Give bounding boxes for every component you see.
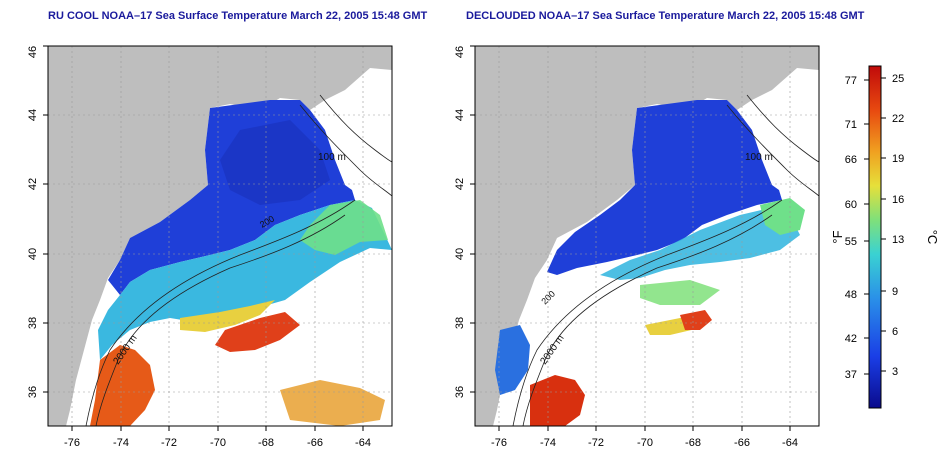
- right-ytick: 44: [454, 109, 466, 121]
- colorbar-f-tick: 48: [845, 289, 857, 301]
- left-xtick: -68: [258, 437, 274, 449]
- colorbar-c-tick: 19: [892, 153, 904, 165]
- left-xtick: -66: [307, 437, 323, 449]
- left-gulf-stream-south: [90, 345, 155, 426]
- right-xtick: -72: [588, 437, 604, 449]
- right-map: 100 m 200 2000 m: [475, 46, 819, 426]
- left-gulf-stream: [215, 312, 300, 352]
- left-map: 100 m 200 2000 m: [48, 46, 392, 426]
- right-xtick: -68: [685, 437, 701, 449]
- left-y-axis: [43, 45, 48, 393]
- left-grid: [48, 46, 392, 426]
- right-land: [475, 46, 819, 426]
- left-contour-100m: 100 m: [318, 152, 346, 163]
- left-ytick: 40: [27, 248, 39, 260]
- colorbar-f-tick: 66: [845, 154, 857, 166]
- right-ytick: 36: [454, 386, 466, 398]
- colorbar-c-tick: 22: [892, 113, 904, 125]
- right-contour-100m: 100 m: [745, 152, 773, 163]
- right-panel-title: DECLOUDED NOAA–17 Sea Surface Temperatur…: [466, 10, 865, 22]
- left-green-eddies: [300, 200, 388, 255]
- colorbar-c-tick: 16: [892, 194, 904, 206]
- left-xtick: -76: [64, 437, 80, 449]
- left-ytick: 36: [27, 386, 39, 398]
- right-y-axis: [470, 45, 475, 393]
- right-green-patches: [640, 280, 720, 305]
- colorbar-c-tick: 25: [892, 73, 904, 85]
- right-bathymetry-contours: [512, 94, 819, 426]
- colorbar-f-ticks: [864, 79, 869, 375]
- colorbar-f-tick: 55: [845, 236, 857, 248]
- right-xtick: -64: [782, 437, 798, 449]
- left-x-axis: [71, 426, 364, 431]
- right-gulf-stream-south: [530, 375, 585, 426]
- colorbar-c-ticks: [881, 77, 886, 372]
- left-land: [48, 46, 392, 426]
- left-warm-patches: [280, 380, 385, 426]
- left-ytick: 42: [27, 178, 39, 190]
- right-ytick: 42: [454, 178, 466, 190]
- right-ytick: 46: [454, 46, 466, 58]
- left-xtick: -70: [210, 437, 226, 449]
- colorbar-f-tick: 60: [845, 199, 857, 211]
- colorbar-c-tick: 13: [892, 234, 904, 246]
- colorbar-f-tick: 37: [845, 369, 857, 381]
- colorbar-fahrenheit-label: °F: [830, 230, 845, 243]
- colorbar-c-tick: 9: [892, 286, 898, 298]
- left-xtick: -72: [161, 437, 177, 449]
- left-xtick: -64: [355, 437, 371, 449]
- colorbar-f-tick: 42: [845, 333, 857, 345]
- right-xtick: -74: [540, 437, 556, 449]
- right-cold-water-shelf: [495, 325, 530, 395]
- left-map-frame: [47, 45, 393, 427]
- colorbar-f-tick: 77: [845, 75, 857, 87]
- right-grid: [475, 46, 819, 426]
- right-ytick: 38: [454, 317, 466, 329]
- colorbar: [868, 65, 882, 409]
- right-xtick: -66: [734, 437, 750, 449]
- right-xtick: -76: [491, 437, 507, 449]
- left-cold-water-deep: [220, 120, 330, 205]
- left-yellow-front: [180, 300, 275, 332]
- colorbar-c-tick: 3: [892, 366, 898, 378]
- colorbar-celsius-label: °C: [925, 230, 940, 245]
- left-ytick: 38: [27, 317, 39, 329]
- left-ytick: 46: [27, 46, 39, 58]
- colorbar-c-tick: 6: [892, 326, 898, 338]
- left-ytick: 44: [27, 109, 39, 121]
- right-map-frame: [474, 45, 820, 427]
- colorbar-f-tick: 71: [845, 119, 857, 131]
- left-bathymetry-contours: [85, 94, 392, 426]
- right-xtick: -70: [637, 437, 653, 449]
- left-xtick: -74: [113, 437, 129, 449]
- left-panel-title: RU COOL NOAA–17 Sea Surface Temperature …: [48, 10, 428, 22]
- right-ytick: 40: [454, 248, 466, 260]
- right-cold-water: [547, 100, 782, 275]
- right-gulf-stream: [680, 310, 712, 330]
- right-x-axis: [498, 426, 791, 431]
